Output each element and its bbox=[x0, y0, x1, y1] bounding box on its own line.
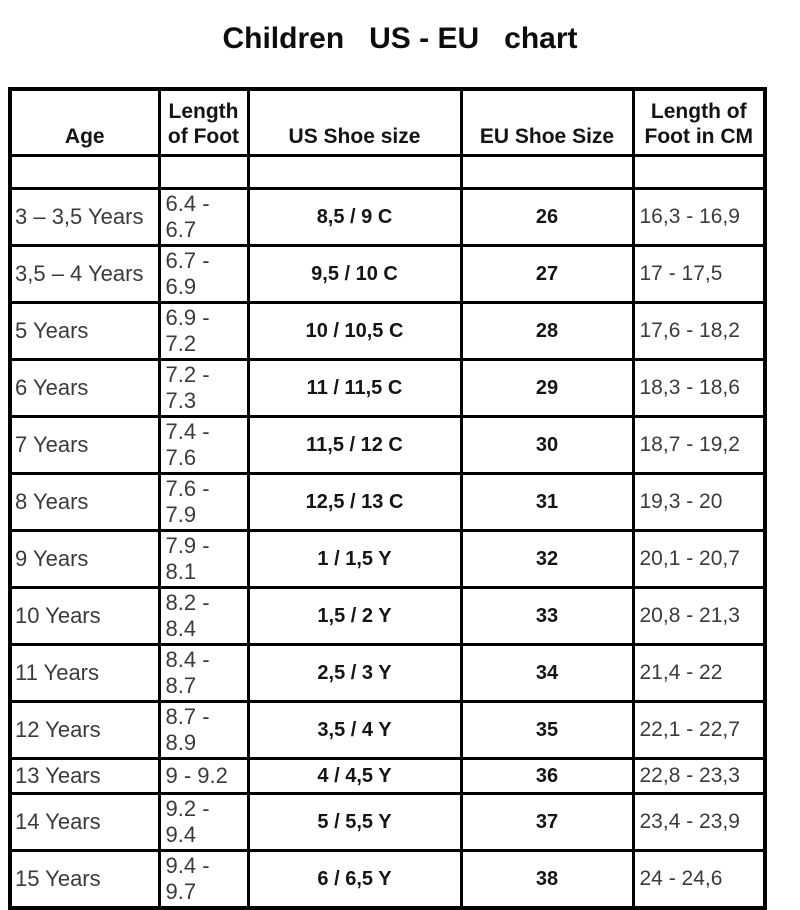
cell-foot-length: 8.2 - 8.4 bbox=[157, 586, 250, 646]
header-row: Age Length of Foot US Shoe size EU Shoe … bbox=[8, 87, 767, 157]
cell-age: 3,5 – 4 Years bbox=[8, 244, 161, 304]
cell-age: 9 Years bbox=[8, 529, 161, 589]
cell-us-size: 6 / 6,5 Y bbox=[246, 849, 463, 910]
cell-us-size: 1 / 1,5 Y bbox=[246, 529, 463, 589]
cell-foot-cm: 20,8 - 21,3 bbox=[631, 586, 767, 646]
cell-eu-size: 35 bbox=[459, 700, 635, 760]
size-chart-table: Age Length of Foot US Shoe size EU Shoe … bbox=[8, 87, 767, 910]
cell-foot-length: 9 - 9.2 bbox=[157, 757, 250, 795]
cell-foot-cm: 18,7 - 19,2 bbox=[631, 415, 767, 475]
cell-us-size: 4 / 4,5 Y bbox=[246, 757, 463, 795]
cell-eu-size: 34 bbox=[459, 643, 635, 703]
column-header-foot-cm: Length of Foot in CM bbox=[631, 87, 767, 157]
cell-age: 10 Years bbox=[8, 586, 161, 646]
header-label: EU Shoe Size bbox=[479, 124, 615, 148]
cell-age: 8 Years bbox=[8, 472, 161, 532]
cell-foot-length: 6.4 - 6.7 bbox=[157, 187, 250, 247]
cell-age: 14 Years bbox=[8, 792, 161, 852]
empty-cell bbox=[459, 154, 635, 190]
header-label: of Foot bbox=[167, 124, 240, 148]
cell-age: 6 Years bbox=[8, 358, 161, 418]
cell-eu-size: 26 bbox=[459, 187, 635, 247]
page-title: Children US - EU chart bbox=[222, 22, 578, 55]
cell-age: 12 Years bbox=[8, 700, 161, 760]
cell-us-size: 12,5 / 13 C bbox=[246, 472, 463, 532]
table-row: 3,5 – 4 Years 6.7 - 6.9 9,5 / 10 C 27 17… bbox=[8, 244, 767, 304]
cell-us-size: 1,5 / 2 Y bbox=[246, 586, 463, 646]
cell-eu-size: 38 bbox=[459, 849, 635, 910]
cell-foot-cm: 17 - 17,5 bbox=[631, 244, 767, 304]
table-row: 8 Years 7.6 - 7.9 12,5 / 13 C 31 19,3 - … bbox=[8, 472, 767, 532]
table-row: 6 Years 7.2 - 7.3 11 / 11,5 C 29 18,3 - … bbox=[8, 358, 767, 418]
cell-eu-size: 32 bbox=[459, 529, 635, 589]
column-header-age: Age bbox=[8, 87, 161, 157]
cell-foot-cm: 16,3 - 16,9 bbox=[631, 187, 767, 247]
cell-foot-length: 6.9 - 7.2 bbox=[157, 301, 250, 361]
cell-eu-size: 30 bbox=[459, 415, 635, 475]
cell-foot-length: 6.7 - 6.9 bbox=[157, 244, 250, 304]
empty-cell bbox=[157, 154, 250, 190]
empty-cell bbox=[246, 154, 463, 190]
cell-foot-length: 7.4 - 7.6 bbox=[157, 415, 250, 475]
cell-foot-cm: 22,8 - 23,3 bbox=[631, 757, 767, 795]
table-row: 14 Years 9.2 - 9.4 5 / 5,5 Y 37 23,4 - 2… bbox=[8, 792, 767, 852]
cell-foot-length: 8.4 - 8.7 bbox=[157, 643, 250, 703]
empty-cell bbox=[631, 154, 767, 190]
column-header-foot-length: Length of Foot bbox=[157, 87, 250, 157]
table-row: 9 Years 7.9 - 8.1 1 / 1,5 Y 32 20,1 - 20… bbox=[8, 529, 767, 589]
cell-us-size: 8,5 / 9 C bbox=[246, 187, 463, 247]
cell-age: 3 – 3,5 Years bbox=[8, 187, 161, 247]
cell-age: 11 Years bbox=[8, 643, 161, 703]
cell-foot-cm: 19,3 - 20 bbox=[631, 472, 767, 532]
cell-foot-cm: 18,3 - 18,6 bbox=[631, 358, 767, 418]
cell-us-size: 11,5 / 12 C bbox=[246, 415, 463, 475]
cell-foot-length: 9.2 - 9.4 bbox=[157, 792, 250, 852]
header-label: Age bbox=[64, 124, 105, 148]
cell-eu-size: 27 bbox=[459, 244, 635, 304]
empty-cell bbox=[8, 154, 161, 190]
cell-foot-cm: 22,1 - 22,7 bbox=[631, 700, 767, 760]
cell-foot-cm: 20,1 - 20,7 bbox=[631, 529, 767, 589]
table-row: 15 Years 9.4 - 9.7 6 / 6,5 Y 38 24 - 24,… bbox=[8, 849, 767, 910]
table-row: 5 Years 6.9 - 7.2 10 / 10,5 C 28 17,6 - … bbox=[8, 301, 767, 361]
spacer-row bbox=[8, 154, 767, 190]
table-row: 11 Years 8.4 - 8.7 2,5 / 3 Y 34 21,4 - 2… bbox=[8, 643, 767, 703]
cell-foot-cm: 23,4 - 23,9 bbox=[631, 792, 767, 852]
cell-foot-length: 7.6 - 7.9 bbox=[157, 472, 250, 532]
column-header-eu-size: EU Shoe Size bbox=[459, 87, 635, 157]
cell-foot-length: 7.9 - 8.1 bbox=[157, 529, 250, 589]
cell-foot-length: 7.2 - 7.3 bbox=[157, 358, 250, 418]
header-label: Length bbox=[168, 99, 239, 123]
header-label: Length of bbox=[650, 99, 747, 123]
cell-eu-size: 36 bbox=[459, 757, 635, 795]
cell-age: 7 Years bbox=[8, 415, 161, 475]
cell-eu-size: 29 bbox=[459, 358, 635, 418]
cell-foot-length: 8.7 - 8.9 bbox=[157, 700, 250, 760]
cell-us-size: 3,5 / 4 Y bbox=[246, 700, 463, 760]
cell-age: 15 Years bbox=[8, 849, 161, 910]
cell-us-size: 5 / 5,5 Y bbox=[246, 792, 463, 852]
cell-foot-length: 9.4 - 9.7 bbox=[157, 849, 250, 910]
cell-foot-cm: 21,4 - 22 bbox=[631, 643, 767, 703]
cell-us-size: 9,5 / 10 C bbox=[246, 244, 463, 304]
cell-us-size: 2,5 / 3 Y bbox=[246, 643, 463, 703]
cell-us-size: 10 / 10,5 C bbox=[246, 301, 463, 361]
header-label: US Shoe size bbox=[288, 124, 421, 148]
cell-eu-size: 37 bbox=[459, 792, 635, 852]
header-label: Foot in CM bbox=[644, 124, 753, 148]
cell-age: 13 Years bbox=[8, 757, 161, 795]
cell-eu-size: 28 bbox=[459, 301, 635, 361]
table-row: 12 Years 8.7 - 8.9 3,5 / 4 Y 35 22,1 - 2… bbox=[8, 700, 767, 760]
cell-foot-cm: 24 - 24,6 bbox=[631, 849, 767, 910]
cell-us-size: 11 / 11,5 C bbox=[246, 358, 463, 418]
cell-age: 5 Years bbox=[8, 301, 161, 361]
cell-eu-size: 31 bbox=[459, 472, 635, 532]
table-row: 7 Years 7.4 - 7.6 11,5 / 12 C 30 18,7 - … bbox=[8, 415, 767, 475]
table-row: 3 – 3,5 Years 6.4 - 6.7 8,5 / 9 C 26 16,… bbox=[8, 187, 767, 247]
cell-eu-size: 33 bbox=[459, 586, 635, 646]
table-row: 10 Years 8.2 - 8.4 1,5 / 2 Y 33 20,8 - 2… bbox=[8, 586, 767, 646]
table-row: 13 Years 9 - 9.2 4 / 4,5 Y 36 22,8 - 23,… bbox=[8, 757, 767, 795]
column-header-us-size: US Shoe size bbox=[246, 87, 463, 157]
cell-foot-cm: 17,6 - 18,2 bbox=[631, 301, 767, 361]
